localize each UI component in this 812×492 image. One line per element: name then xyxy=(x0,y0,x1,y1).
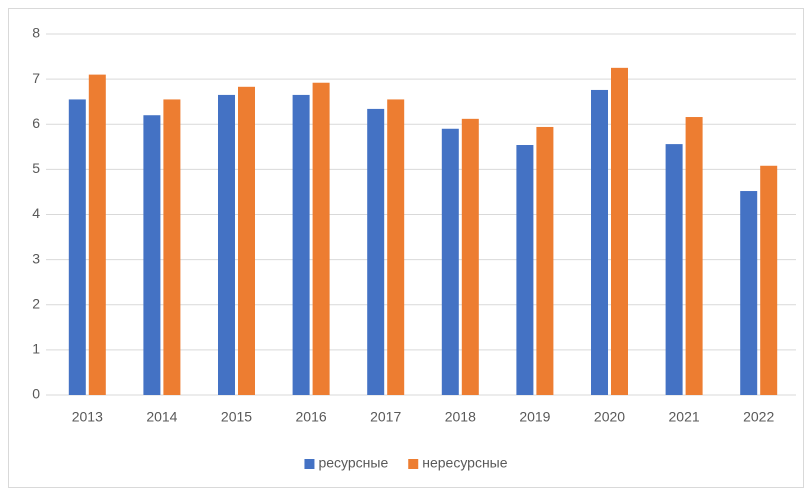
bar xyxy=(387,99,405,396)
y-tick-label: 8 xyxy=(32,25,40,41)
x-tick-label: 2013 xyxy=(72,409,103,425)
x-tick-label: 2019 xyxy=(519,409,550,425)
bar xyxy=(312,82,330,396)
y-tick-label: 0 xyxy=(32,386,40,402)
bar xyxy=(685,117,703,395)
bar xyxy=(441,128,459,395)
bar xyxy=(740,191,758,395)
bar xyxy=(238,86,255,395)
y-tick-label: 3 xyxy=(32,250,40,266)
x-tick-label: 2014 xyxy=(146,409,177,425)
bar xyxy=(461,118,479,396)
y-tick-label: 6 xyxy=(32,115,40,131)
legend-swatch xyxy=(304,459,315,469)
legend-swatch xyxy=(408,459,419,469)
legend-label: нересурсные xyxy=(422,455,508,471)
legend-item: ресурсные xyxy=(304,455,388,471)
bar xyxy=(760,165,778,395)
bar xyxy=(665,144,683,395)
y-tick-label: 2 xyxy=(32,295,40,311)
x-tick-label: 2015 xyxy=(221,409,252,425)
bar xyxy=(68,99,86,396)
x-tick-label: 2016 xyxy=(296,409,327,425)
bar xyxy=(367,108,385,395)
bar xyxy=(516,145,534,395)
bar xyxy=(611,67,628,395)
bar xyxy=(292,94,310,395)
x-tick-label: 2018 xyxy=(445,409,476,425)
y-tick-label: 5 xyxy=(32,160,40,176)
y-tick-label: 4 xyxy=(32,205,40,221)
legend-label: ресурсные xyxy=(318,455,388,471)
bar xyxy=(88,74,106,396)
x-tick-label: 2021 xyxy=(669,409,700,425)
y-tick-label: 7 xyxy=(32,70,40,86)
x-tick-label: 2017 xyxy=(370,409,401,425)
bar xyxy=(218,94,235,395)
bar xyxy=(163,99,181,396)
bar xyxy=(143,115,161,395)
y-tick-label: 1 xyxy=(32,341,40,357)
legend-item: нересурсные xyxy=(408,455,508,471)
x-tick-label: 2020 xyxy=(594,409,625,425)
x-tick-label: 2022 xyxy=(743,409,774,425)
bar xyxy=(591,89,608,395)
bar xyxy=(536,126,554,396)
